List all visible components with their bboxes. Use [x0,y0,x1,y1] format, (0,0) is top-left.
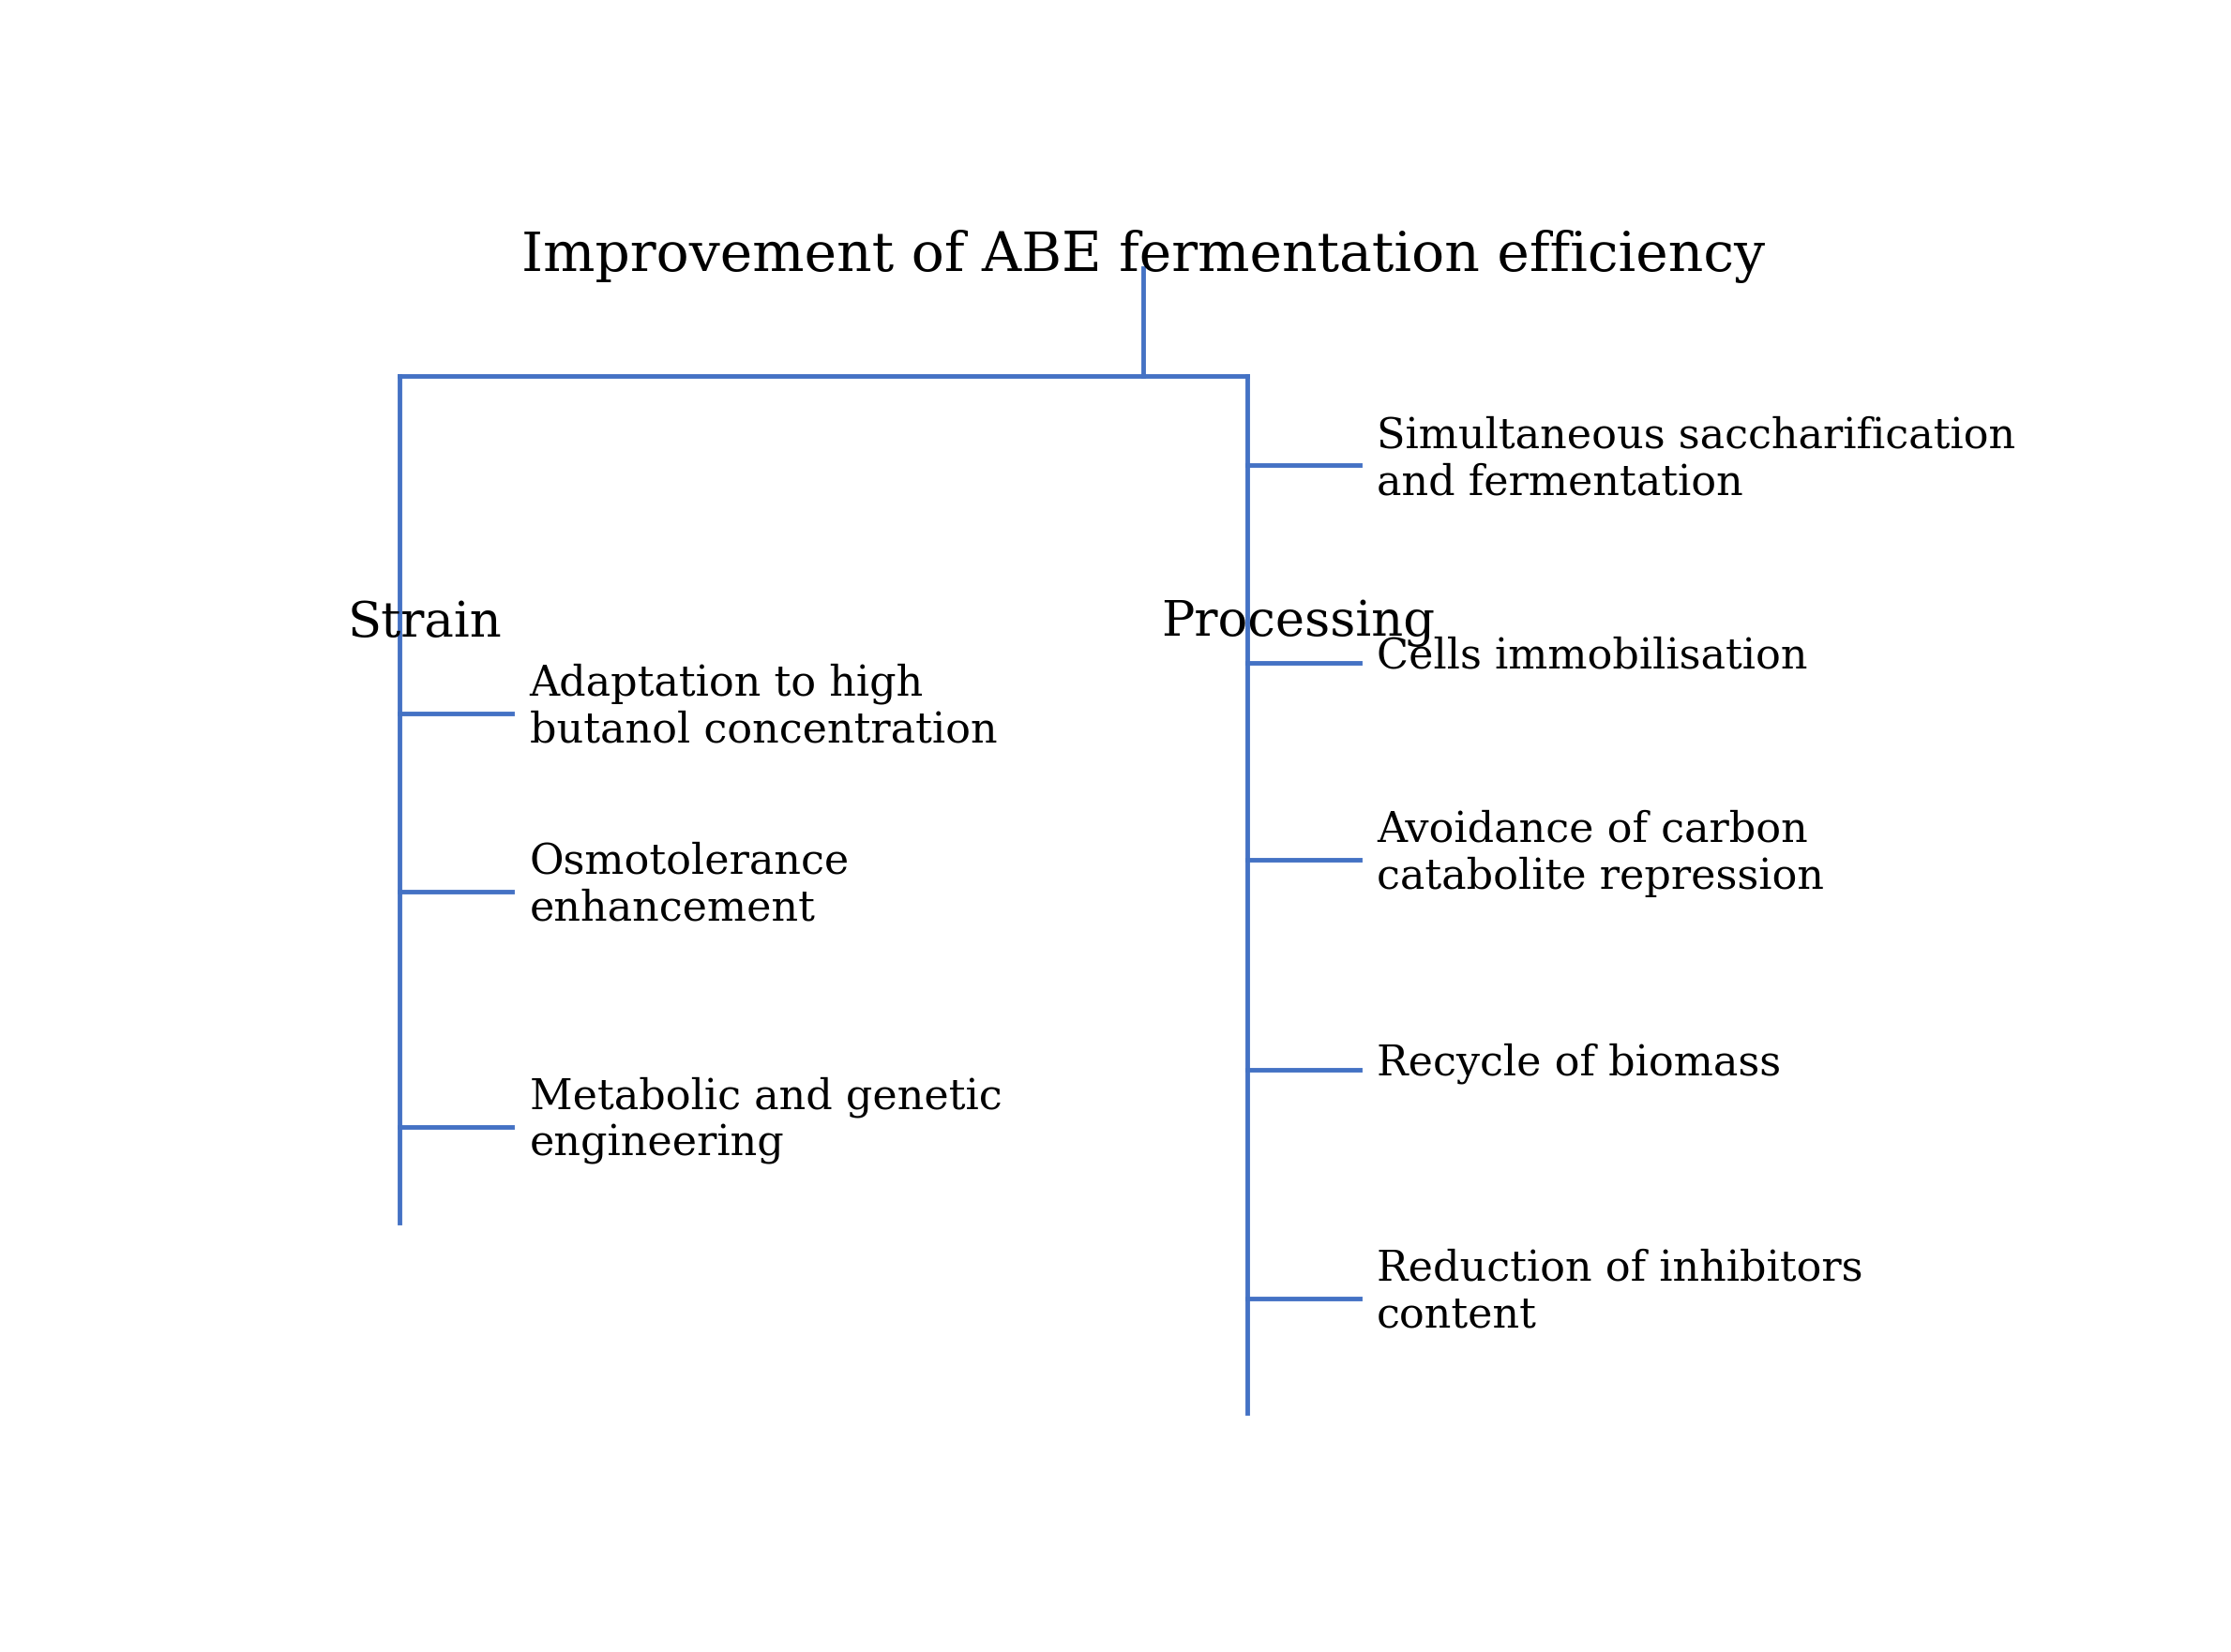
Text: Avoidance of carbon
catabolite repression: Avoidance of carbon catabolite repressio… [1377,809,1825,897]
Text: Recycle of biomass: Recycle of biomass [1377,1042,1780,1084]
Text: Osmotolerance
enhancement: Osmotolerance enhancement [529,841,850,928]
Text: Cells immobilisation: Cells immobilisation [1377,636,1807,676]
Text: Simultaneous saccharification
and fermentation: Simultaneous saccharification and fermen… [1377,415,2015,502]
Text: Strain: Strain [348,600,502,646]
Text: Adaptation to high
butanol concentration: Adaptation to high butanol concentration [529,662,997,752]
Text: Processing: Processing [1160,600,1435,646]
Text: Improvement of ABE fermentation efficiency: Improvement of ABE fermentation efficien… [522,230,1765,284]
Text: Reduction of inhibitors
content: Reduction of inhibitors content [1377,1249,1863,1336]
Text: Metabolic and genetic
engineering: Metabolic and genetic engineering [529,1077,1002,1165]
